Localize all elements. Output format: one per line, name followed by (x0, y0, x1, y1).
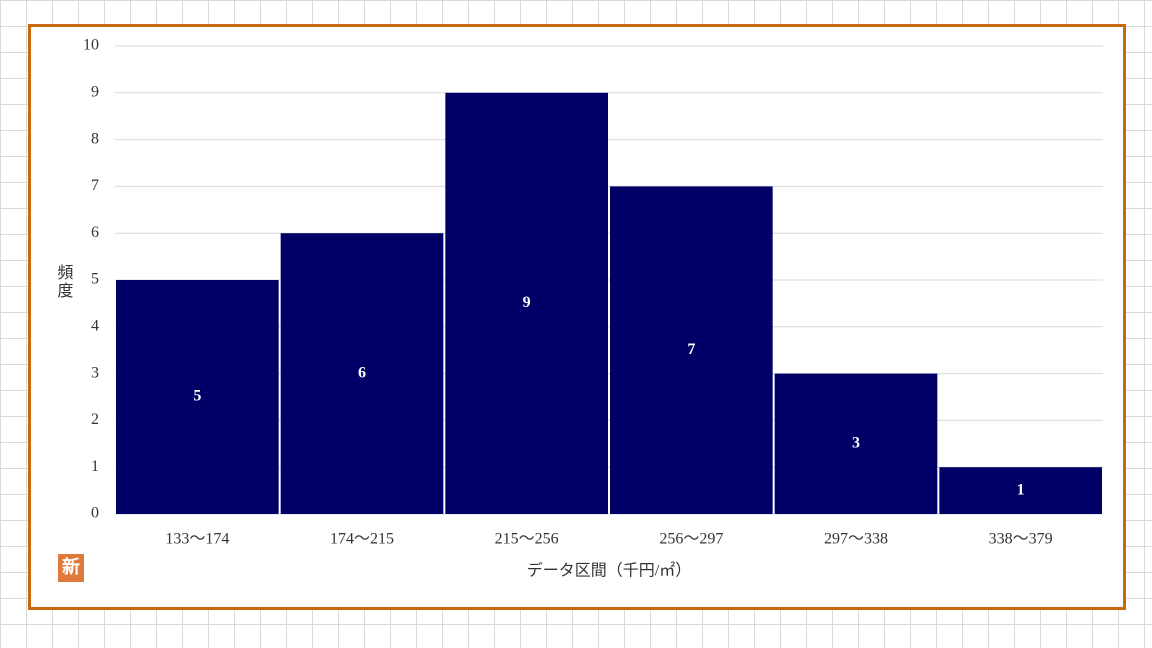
data-label: 6 (358, 364, 366, 381)
data-label: 7 (687, 341, 695, 358)
x-tick-label: 256～297 (659, 531, 723, 548)
x-tick-label: 338～379 (989, 531, 1053, 548)
x-tick-label: 297～338 (824, 531, 888, 548)
data-label: 3 (852, 434, 860, 451)
y-tick-label: 9 (91, 83, 99, 100)
y-tick-label: 5 (91, 271, 99, 288)
x-tick-label: 174～215 (330, 531, 394, 548)
y-tick-label: 2 (91, 411, 99, 428)
y-tick-label: 1 (91, 458, 99, 475)
y-axis-title: 頻度 (54, 264, 73, 300)
y-tick-label: 4 (91, 317, 99, 334)
y-tick-label: 3 (91, 364, 99, 381)
x-axis-title: データ区間（千円/㎡） (527, 561, 691, 580)
badge: 新 (62, 556, 80, 577)
bar (610, 186, 773, 514)
bar (939, 467, 1102, 514)
x-tick-label: 215～256 (495, 531, 559, 548)
bar (280, 233, 444, 514)
y-tick-label: 7 (91, 177, 99, 194)
y-tick-label: 0 (91, 505, 99, 522)
data-label: 9 (523, 294, 531, 311)
y-tick-label: 10 (83, 37, 99, 54)
y-tick-label: 8 (91, 130, 99, 147)
bar (445, 92, 608, 515)
badge-bg (58, 554, 84, 582)
y-tick-label: 6 (91, 224, 99, 241)
bar (116, 280, 279, 514)
data-label: 5 (193, 388, 201, 405)
data-label: 1 (1017, 481, 1025, 498)
bar (774, 373, 938, 514)
x-tick-label: 133～174 (165, 531, 229, 548)
